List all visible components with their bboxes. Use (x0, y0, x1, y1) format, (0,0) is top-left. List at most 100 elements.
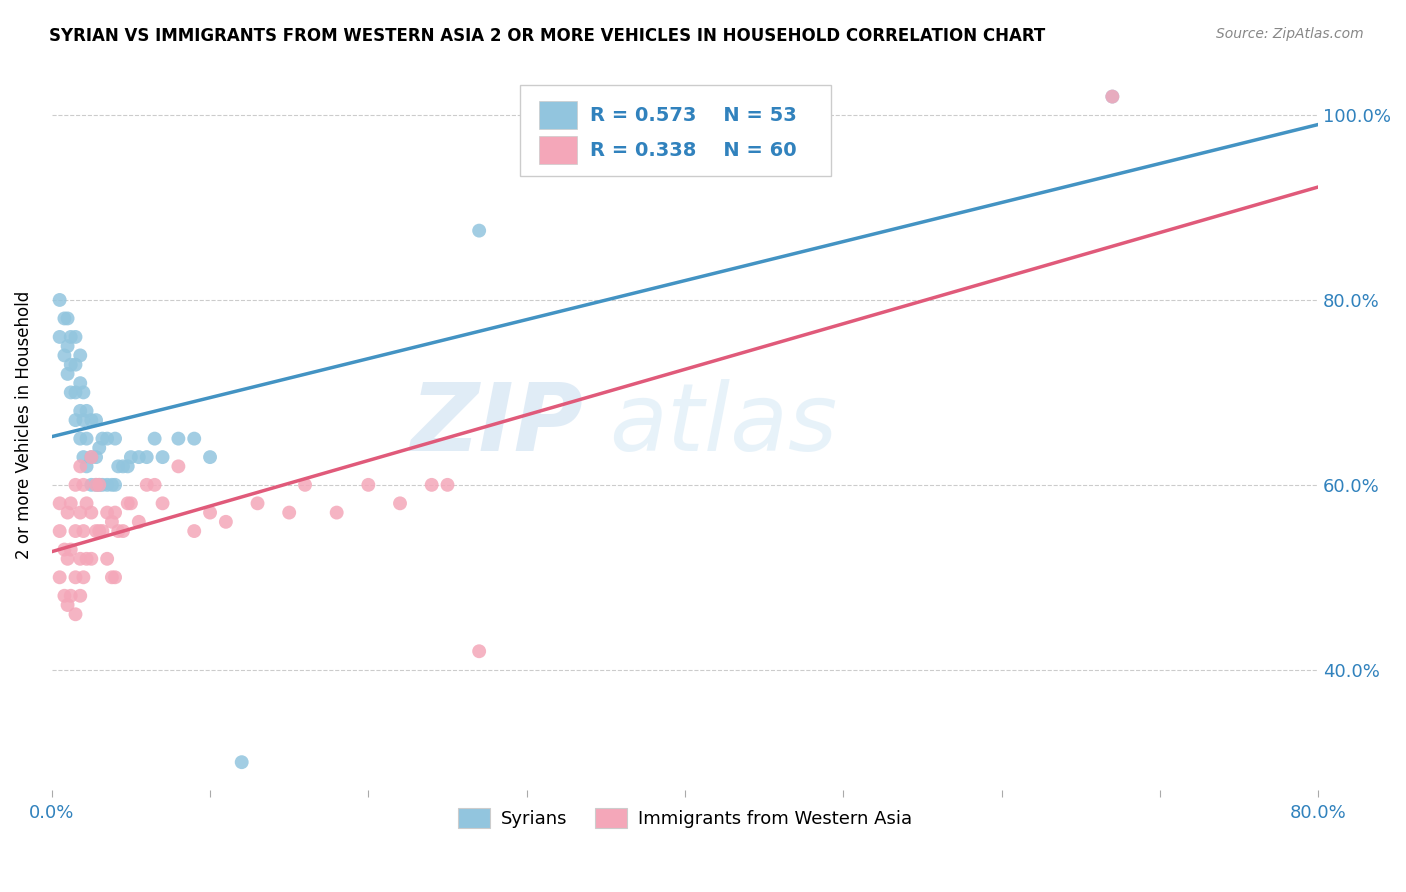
Point (246, 496, 269, 510)
Point (128, 450, 150, 464)
Point (59, 330, 82, 344)
Point (152, 450, 174, 464)
Text: Source: ZipAtlas.com: Source: ZipAtlas.com (1216, 27, 1364, 41)
Point (84, 450, 107, 464)
Point (56, 339, 79, 353)
Point (231, 755, 253, 769)
FancyBboxPatch shape (520, 85, 831, 177)
Point (135, 478, 157, 492)
Point (76, 551, 98, 566)
Point (72, 478, 94, 492)
Point (325, 506, 347, 520)
Point (76, 432, 98, 446)
Point (183, 524, 205, 538)
Point (357, 478, 380, 492)
Point (468, 224, 491, 238)
Point (53, 542, 76, 557)
Point (69, 459, 91, 474)
Point (65, 607, 87, 622)
Point (69, 404, 91, 418)
Y-axis label: 2 or more Vehicles in Household: 2 or more Vehicles in Household (15, 291, 32, 559)
Point (53, 311, 76, 326)
Text: ZIP: ZIP (411, 379, 583, 471)
Point (96, 432, 118, 446)
Point (294, 478, 316, 492)
Point (96, 506, 118, 520)
Point (143, 432, 166, 446)
Point (56, 551, 79, 566)
Point (56, 367, 79, 381)
Point (65, 358, 87, 372)
Point (59, 589, 82, 603)
Point (80, 450, 103, 464)
Point (65, 330, 87, 344)
Point (72, 450, 94, 464)
Point (128, 515, 150, 529)
Point (104, 506, 127, 520)
Point (198, 450, 221, 464)
Point (84, 478, 107, 492)
Point (1101, 89, 1123, 103)
Point (111, 459, 134, 474)
Point (120, 496, 142, 510)
Point (468, 644, 491, 658)
Point (48, 330, 70, 344)
Point (80, 551, 103, 566)
Point (80, 450, 103, 464)
Point (80, 506, 103, 520)
Point (143, 478, 166, 492)
Point (111, 524, 134, 538)
Point (91, 524, 114, 538)
Point (167, 459, 190, 474)
Point (101, 515, 124, 529)
Point (420, 478, 443, 492)
FancyBboxPatch shape (540, 101, 578, 129)
Point (65, 570, 87, 584)
Point (65, 524, 87, 538)
Text: SYRIAN VS IMMIGRANTS FROM WESTERN ASIA 2 OR MORE VEHICLES IN HOUSEHOLD CORRELATI: SYRIAN VS IMMIGRANTS FROM WESTERN ASIA 2… (49, 27, 1046, 45)
Point (56, 506, 79, 520)
Point (48, 524, 70, 538)
Point (107, 524, 129, 538)
Point (91, 432, 114, 446)
Point (215, 515, 238, 529)
Point (69, 551, 91, 566)
Text: R = 0.338    N = 60: R = 0.338 N = 60 (591, 141, 797, 160)
Point (72, 385, 94, 400)
Point (89, 478, 111, 492)
Point (104, 570, 127, 584)
Point (59, 358, 82, 372)
Point (72, 413, 94, 427)
Point (436, 478, 458, 492)
Point (69, 432, 91, 446)
Point (80, 413, 103, 427)
Legend: Syrians, Immigrants from Western Asia: Syrians, Immigrants from Western Asia (450, 800, 920, 836)
Point (107, 459, 129, 474)
Point (117, 496, 139, 510)
Point (53, 589, 76, 603)
FancyBboxPatch shape (540, 136, 578, 164)
Point (48, 496, 70, 510)
Point (69, 589, 91, 603)
Point (59, 496, 82, 510)
Point (89, 478, 111, 492)
Point (56, 598, 79, 612)
Point (96, 551, 118, 566)
Point (69, 348, 91, 362)
Point (65, 478, 87, 492)
Point (84, 524, 107, 538)
Text: R = 0.573    N = 53: R = 0.573 N = 53 (591, 105, 797, 125)
Text: atlas: atlas (609, 379, 837, 470)
Point (101, 478, 124, 492)
Point (96, 478, 118, 492)
Point (91, 478, 114, 492)
Point (84, 478, 107, 492)
Point (278, 506, 301, 520)
Point (72, 524, 94, 538)
Point (120, 450, 142, 464)
Point (59, 385, 82, 400)
Point (104, 478, 127, 492)
Point (152, 496, 174, 510)
Point (104, 432, 127, 446)
Point (80, 478, 103, 492)
